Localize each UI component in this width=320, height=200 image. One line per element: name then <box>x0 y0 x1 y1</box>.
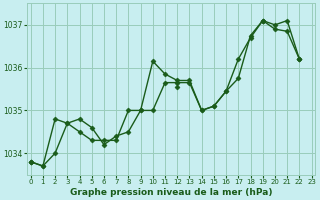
X-axis label: Graphe pression niveau de la mer (hPa): Graphe pression niveau de la mer (hPa) <box>70 188 272 197</box>
